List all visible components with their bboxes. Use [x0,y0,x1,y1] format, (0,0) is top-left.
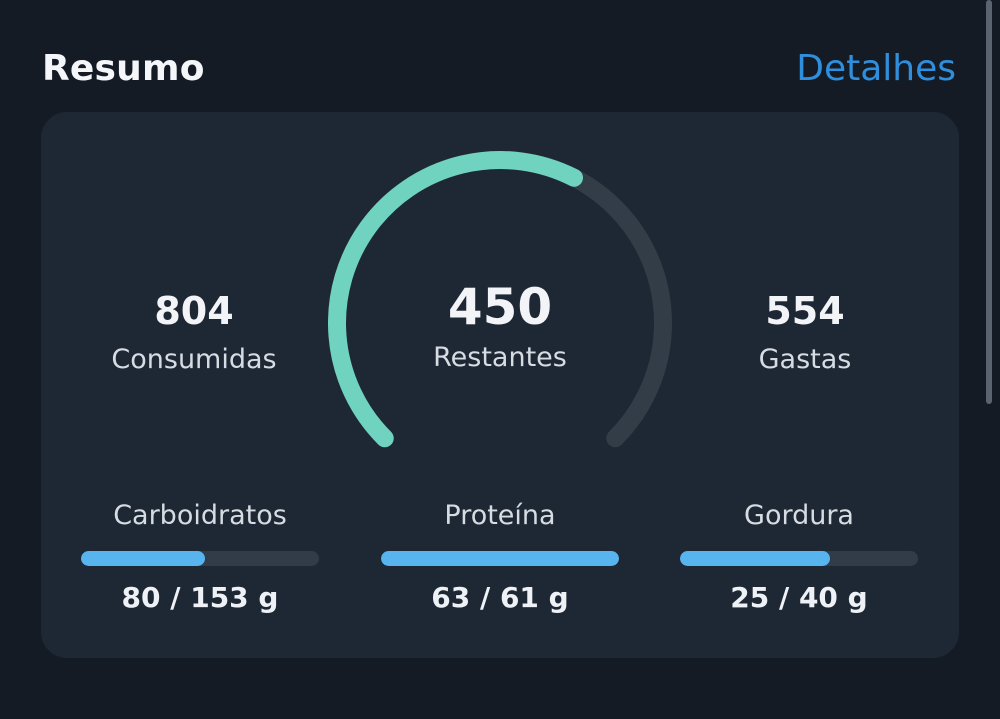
summary-header: Resumo Detalhes [42,40,956,96]
burned-value: 554 [765,289,845,333]
section-title: Resumo [42,47,205,89]
macro-carbs-fill [81,551,205,566]
consumed-label: Consumidas [111,344,277,375]
macro-protein-track [381,551,619,566]
macro-protein: Proteína 63 / 61 g [381,502,619,612]
scrollbar[interactable] [986,0,992,404]
macro-carbs-track [81,551,319,566]
macro-carbs-value: 80 / 153 g [121,581,279,614]
macro-carbs: Carboidratos 80 / 153 g [81,502,319,612]
macro-protein-fill [381,551,619,566]
macro-carbs-label: Carboidratos [113,500,287,531]
macro-fat-label: Gordura [744,500,854,531]
macro-protein-value: 63 / 61 g [431,581,569,614]
macro-fat: Gordura 25 / 40 g [680,502,918,612]
details-link[interactable]: Detalhes [796,47,956,89]
macro-fat-fill [680,551,830,566]
burned-stat: 554 Gastas [675,292,935,373]
consumed-stat: 804 Consumidas [64,292,324,373]
macro-fat-value: 25 / 40 g [730,581,868,614]
calorie-gauge [328,151,672,448]
macro-protein-label: Proteína [444,500,556,531]
macro-fat-track [680,551,918,566]
gauge-fill [328,151,583,448]
burned-label: Gastas [758,344,852,375]
remaining-label: Restantes [433,342,567,373]
remaining-value: 450 [447,278,553,336]
summary-card: 804 Consumidas 450 Restantes 554 Gastas … [41,112,959,658]
remaining-stat: 450 Restantes [370,282,630,371]
consumed-value: 804 [154,289,234,333]
